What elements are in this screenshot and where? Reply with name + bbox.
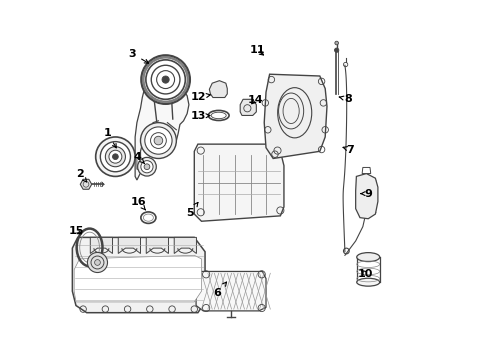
- Polygon shape: [74, 255, 201, 302]
- Text: 9: 9: [360, 189, 371, 199]
- Text: 11: 11: [249, 45, 264, 55]
- Text: 13: 13: [190, 111, 209, 121]
- Circle shape: [137, 157, 156, 176]
- Polygon shape: [72, 237, 204, 313]
- Circle shape: [112, 154, 118, 159]
- Polygon shape: [264, 74, 326, 158]
- Text: 2: 2: [76, 168, 86, 182]
- Circle shape: [334, 48, 338, 52]
- Circle shape: [334, 41, 338, 45]
- Circle shape: [140, 123, 176, 158]
- Circle shape: [105, 147, 125, 167]
- Circle shape: [162, 76, 169, 83]
- Circle shape: [144, 127, 172, 154]
- Text: 15: 15: [68, 226, 83, 236]
- Polygon shape: [137, 158, 142, 169]
- Circle shape: [109, 150, 122, 163]
- Circle shape: [141, 161, 153, 173]
- Circle shape: [145, 60, 185, 99]
- Circle shape: [144, 164, 149, 170]
- Ellipse shape: [356, 253, 379, 262]
- Text: 10: 10: [357, 269, 373, 279]
- Polygon shape: [196, 271, 265, 311]
- Circle shape: [100, 141, 130, 172]
- Text: 7: 7: [343, 144, 353, 154]
- Circle shape: [154, 136, 163, 145]
- Text: 14: 14: [247, 95, 263, 105]
- Circle shape: [94, 260, 100, 265]
- Text: 8: 8: [338, 94, 352, 104]
- Text: 5: 5: [186, 202, 198, 218]
- Text: 16: 16: [131, 197, 146, 210]
- Polygon shape: [146, 237, 168, 253]
- Polygon shape: [209, 81, 227, 98]
- Circle shape: [87, 252, 107, 273]
- Text: 6: 6: [213, 282, 226, 298]
- Polygon shape: [135, 85, 188, 180]
- Text: 12: 12: [190, 92, 210, 102]
- Polygon shape: [194, 144, 284, 221]
- Circle shape: [141, 55, 190, 104]
- Polygon shape: [90, 237, 112, 253]
- Text: 4: 4: [133, 152, 144, 163]
- Ellipse shape: [356, 278, 379, 286]
- Text: 3: 3: [128, 49, 148, 63]
- Polygon shape: [240, 99, 256, 116]
- Text: 1: 1: [103, 128, 116, 148]
- Polygon shape: [355, 174, 377, 219]
- Polygon shape: [174, 237, 196, 253]
- Circle shape: [96, 137, 135, 176]
- Polygon shape: [362, 167, 370, 174]
- Polygon shape: [80, 179, 92, 189]
- Polygon shape: [118, 237, 140, 253]
